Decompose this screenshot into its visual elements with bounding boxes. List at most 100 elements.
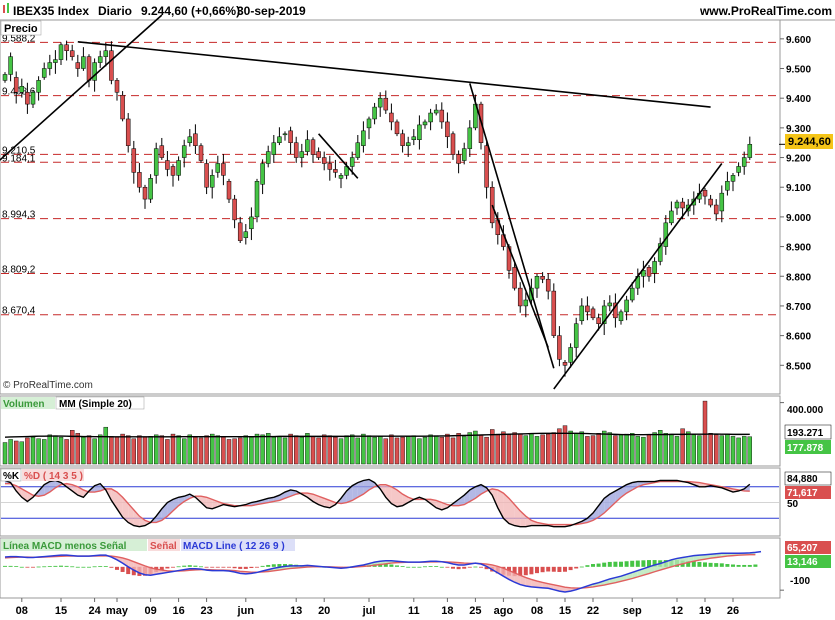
- stoch-fill: [273, 495, 280, 502]
- volume-bar: [613, 435, 618, 465]
- candle-up: [461, 148, 467, 161]
- candle-up: [215, 163, 221, 173]
- volume-bar: [64, 439, 69, 465]
- candle-down: [131, 148, 137, 173]
- stoch-fill: [27, 492, 33, 502]
- price-tick-label: 8.500: [786, 361, 811, 372]
- volume-bar: [434, 435, 439, 465]
- stoch-fill: [464, 489, 470, 505]
- candle-down: [439, 109, 445, 123]
- price-tick-label: 9.300: [786, 124, 811, 135]
- macd-fill: [122, 557, 129, 567]
- x-tick-label: 18: [441, 605, 453, 617]
- macd-fill: [671, 558, 677, 567]
- price-title: Precio: [0, 20, 42, 36]
- macd-histogram-bar: [747, 564, 752, 567]
- volume-bar: [19, 441, 24, 465]
- price-title-text: Precio: [4, 23, 38, 35]
- candle-down: [226, 181, 232, 200]
- level-label: 8.809,2: [2, 265, 36, 276]
- macd-histogram-bar: [529, 566, 534, 575]
- macd-histogram-bar: [484, 566, 489, 570]
- macd-chart: [3, 550, 784, 593]
- volume-ma-label: MM (Simple 20): [59, 399, 132, 410]
- macd-signal-label: Señal: [150, 541, 177, 552]
- volume-bar: [389, 434, 394, 465]
- candle-down: [69, 50, 75, 57]
- candle-up: [176, 160, 181, 176]
- price-tick-label: 9.100: [786, 183, 811, 194]
- macd-histogram-bar: [473, 566, 478, 568]
- macd-histogram-bar: [8, 565, 13, 567]
- candle-down: [327, 163, 333, 170]
- macd-histogram-bar: [3, 565, 7, 567]
- volume-ma-line: [4, 432, 750, 438]
- macd-histogram-bar: [697, 561, 702, 567]
- volume-bar: [484, 436, 489, 465]
- stoch-fill: [587, 513, 593, 523]
- volume-bar: [501, 431, 506, 465]
- stoch-fill: [44, 481, 50, 496]
- x-tick-label: jul: [362, 605, 376, 617]
- candle-up: [47, 62, 53, 69]
- volume-bar: [282, 437, 288, 465]
- last-price-tag: 9.244,60: [785, 134, 833, 149]
- macd-histogram-bar: [238, 566, 243, 569]
- candle-up: [187, 136, 193, 143]
- candle-up: [618, 311, 624, 322]
- last-price-change: 9.244,60 (+0,66%): [141, 4, 240, 18]
- volume-bar: [506, 434, 512, 465]
- macd-histogram-bar: [25, 566, 30, 568]
- price-panel: [0, 19, 781, 395]
- volume-bar: [86, 435, 92, 465]
- volume-bar: [635, 436, 640, 465]
- macd-histogram-bar: [523, 566, 528, 576]
- macd-histogram-bar: [199, 566, 203, 568]
- macd-histogram-bar: [411, 566, 416, 568]
- site-label: www.ProRealTime.com: [699, 4, 832, 18]
- candle-up: [36, 80, 41, 93]
- volume-bar: [736, 437, 741, 465]
- period-label: Diario: [98, 4, 132, 18]
- volume-bar: [120, 433, 125, 465]
- macd-histogram-bar: [691, 561, 696, 567]
- macd-histogram-bar: [98, 566, 103, 567]
- volume-bar: [490, 429, 495, 465]
- price-tick-label: 9.200: [786, 154, 811, 165]
- candle-up: [428, 112, 433, 123]
- volume-bar: [708, 433, 713, 465]
- volume-bar: [153, 434, 159, 465]
- volume-bar: [42, 439, 47, 465]
- stoch-fill: [531, 520, 537, 526]
- x-tick-label: may: [106, 605, 129, 617]
- stochastic-title: %K %D ( 14 3 5 ): [0, 468, 84, 482]
- macd-line-label: MACD Line ( 12 26 9 ): [183, 541, 285, 552]
- x-tick-label: 24: [88, 605, 101, 617]
- volume-bar: [686, 431, 691, 465]
- x-axis: 08 15 24 may 09 16 23 jun 13 20 jul 11 18 25 ago 08 15 22…: [16, 598, 739, 617]
- candle-down: [389, 112, 394, 123]
- stoch-fill: [637, 481, 644, 487]
- candle-up: [53, 59, 58, 63]
- volume-bar: [730, 436, 736, 465]
- candle-down: [394, 121, 400, 135]
- volume-bar: [266, 433, 271, 465]
- volume-bar: [232, 438, 237, 465]
- stoch-fill: [122, 497, 129, 523]
- macd-histogram-bar: [423, 566, 427, 568]
- candle-up: [669, 210, 674, 224]
- candle-up: [747, 144, 753, 158]
- candle-up: [573, 323, 579, 348]
- macd-histogram-bar: [87, 566, 91, 568]
- x-tick-label: ago: [494, 605, 514, 617]
- volume-bar: [165, 439, 170, 465]
- volume-bar: [187, 434, 193, 465]
- macd-histogram-bar: [708, 562, 713, 567]
- candle-up: [607, 302, 613, 307]
- candle-down: [596, 317, 601, 324]
- macd-histogram-bar: [540, 566, 545, 573]
- macd-fill: [150, 567, 157, 576]
- volume-bar: [406, 436, 411, 465]
- stoch-fill: [324, 498, 330, 508]
